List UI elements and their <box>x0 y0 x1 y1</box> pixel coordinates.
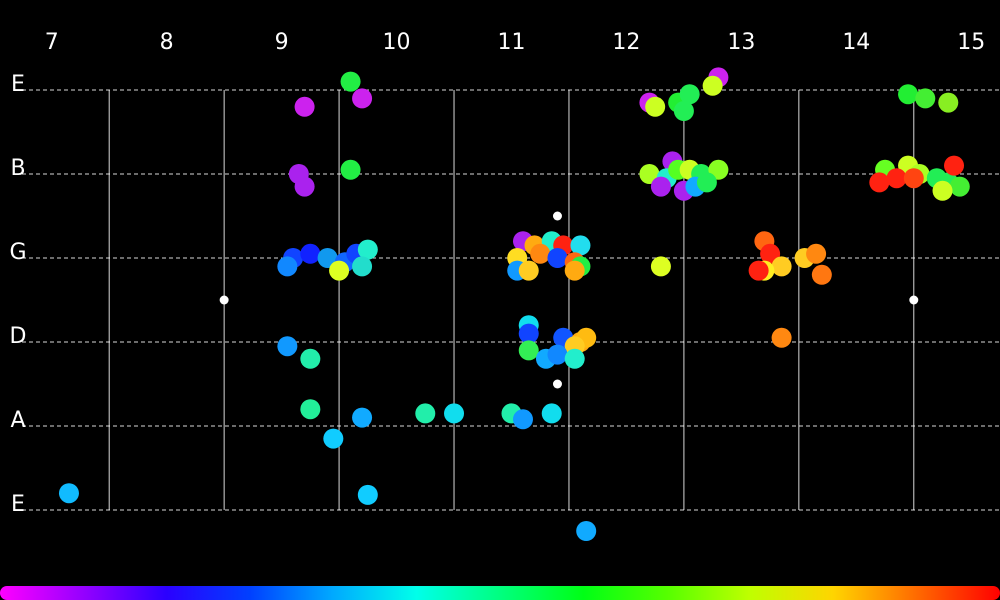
data-point <box>352 256 373 277</box>
data-point <box>415 403 436 424</box>
data-point <box>944 155 965 176</box>
x-tick-label: 11 <box>497 30 525 55</box>
x-tick-label: 14 <box>842 30 870 55</box>
fret-marker <box>552 379 562 389</box>
data-point <box>576 521 597 541</box>
string-labels: E A D G B E <box>9 72 26 517</box>
data-point <box>300 243 321 264</box>
data-point <box>323 428 344 449</box>
data-point <box>294 96 315 117</box>
string-label: B <box>10 156 25 181</box>
data-point <box>518 260 539 281</box>
data-point <box>547 248 568 268</box>
data-point <box>329 260 350 281</box>
data-point <box>645 96 666 117</box>
data-point <box>300 399 321 420</box>
data-point <box>650 256 671 277</box>
data-point <box>806 243 827 264</box>
string-label: E <box>11 72 25 97</box>
data-point <box>903 168 924 189</box>
string-label: A <box>10 408 25 433</box>
data-point <box>915 88 936 109</box>
data-point <box>938 92 959 113</box>
x-tick-label: 10 <box>383 30 411 55</box>
data-point <box>570 235 591 256</box>
data-point <box>547 344 568 365</box>
data-point <box>771 327 792 348</box>
grid-lines <box>22 89 1000 511</box>
data-point <box>352 88 373 109</box>
data-point <box>949 176 970 197</box>
fret-marker <box>909 295 919 305</box>
data-point <box>541 403 562 424</box>
data-point <box>650 176 671 197</box>
colorbar <box>0 586 1000 600</box>
data-point <box>294 176 315 197</box>
data-point <box>811 264 832 285</box>
data-point <box>300 348 321 369</box>
fret-markers <box>219 211 919 389</box>
data-point <box>512 409 533 430</box>
data-point <box>340 159 361 180</box>
fret-marker <box>219 295 229 305</box>
string-label: G <box>9 240 26 265</box>
x-tick-label: 13 <box>727 30 755 55</box>
data-point <box>564 260 585 281</box>
data-point <box>518 323 539 344</box>
x-tick-label: 15 <box>957 30 985 55</box>
data-point <box>357 484 378 505</box>
data-point <box>277 256 298 277</box>
data-point <box>352 407 373 428</box>
x-tick-labels: 7 8 9 10 11 12 13 14 15 <box>45 30 986 55</box>
data-point <box>58 483 79 504</box>
data-point <box>357 239 378 260</box>
data-point <box>771 256 792 277</box>
data-point <box>340 71 361 92</box>
fret-marker <box>552 211 562 221</box>
string-label: D <box>10 324 27 349</box>
data-point <box>748 260 769 281</box>
x-tick-label: 8 <box>160 30 174 55</box>
data-point <box>673 101 694 121</box>
data-point <box>932 180 953 201</box>
data-point <box>702 75 723 96</box>
data-point <box>898 84 919 105</box>
x-tick-label: 7 <box>45 30 59 55</box>
data-point <box>530 243 551 264</box>
data-point <box>444 403 465 424</box>
string-label: E <box>11 492 25 517</box>
x-tick-label: 12 <box>612 30 640 55</box>
data-points <box>58 67 970 541</box>
data-point <box>277 336 298 357</box>
data-point <box>518 340 539 361</box>
data-point <box>564 348 585 369</box>
data-point <box>869 172 890 193</box>
data-point <box>696 172 717 193</box>
data-point <box>679 84 700 105</box>
data-point <box>886 168 907 189</box>
x-tick-label: 9 <box>275 30 289 55</box>
